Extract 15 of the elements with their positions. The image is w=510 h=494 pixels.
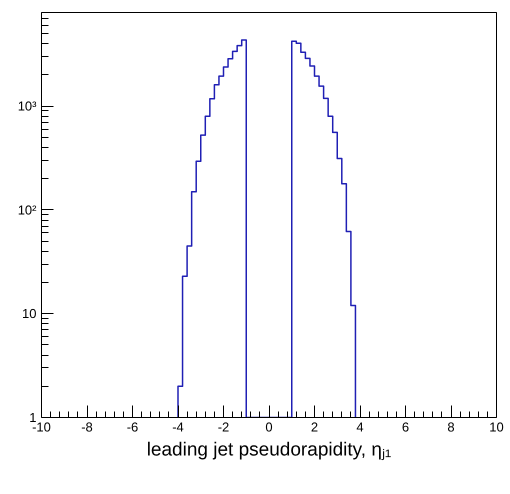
x-tick-label: 8: [447, 420, 455, 434]
y-tick-label: 10³: [18, 98, 38, 114]
x-axis-title: leading jet pseudorapidity, ηⱼ₁: [146, 440, 392, 460]
x-tick-label: 2: [310, 420, 318, 434]
x-tick-label: -4: [172, 420, 184, 434]
x-tick-label: -8: [81, 420, 93, 434]
x-tick-label: 10: [489, 420, 504, 434]
x-tick-label: 0: [265, 420, 273, 434]
x-tick-label: 4: [356, 420, 364, 434]
x-tick-label: -2: [218, 420, 230, 434]
y-tick-label: 1: [29, 410, 37, 425]
x-tick-label: -6: [126, 420, 138, 434]
x-tick-label: 6: [402, 420, 410, 434]
y-tick-label: 10²: [18, 202, 38, 218]
y-tick-label: 10: [22, 306, 37, 322]
